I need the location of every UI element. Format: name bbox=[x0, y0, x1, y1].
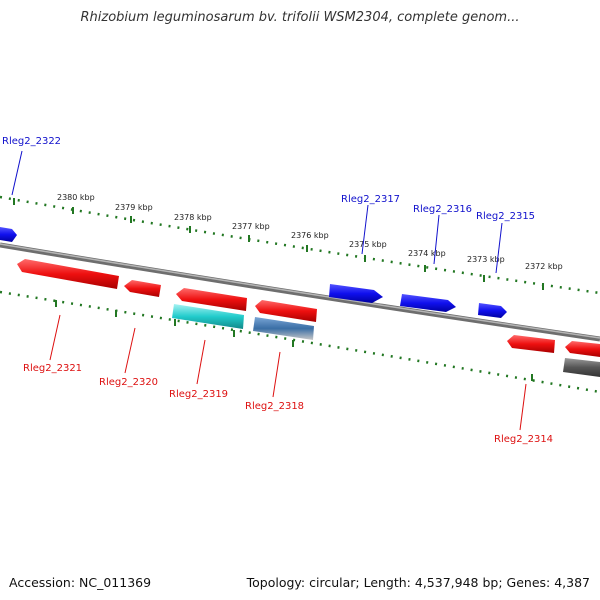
scale-label: 2373 kbp bbox=[467, 255, 505, 264]
genome-backbone bbox=[0, 242, 600, 342]
leader-line bbox=[433, 214, 440, 265]
gene-label[interactable]: Rleg2_2318 bbox=[245, 401, 304, 412]
scale-label: 2380 kbp bbox=[57, 193, 95, 202]
gene-label[interactable]: Rleg2_2317 bbox=[341, 194, 400, 205]
genome-summary-text: Topology: circular; Length: 4,537,948 bp… bbox=[246, 575, 590, 590]
scale-label: 2374 kbp bbox=[408, 249, 446, 258]
accession-text: Accession: NC_011369 bbox=[9, 575, 152, 590]
scale-label: 2379 kbp bbox=[115, 203, 153, 212]
gene-pseudo[interactable] bbox=[563, 358, 600, 377]
gene-forward[interactable] bbox=[478, 303, 507, 318]
genome-backbone-highlight bbox=[0, 243, 600, 339]
gene-reverse[interactable] bbox=[255, 300, 317, 322]
leader-line bbox=[361, 204, 369, 255]
outer-tick-ring bbox=[0, 195, 600, 295]
gene-forward[interactable] bbox=[329, 284, 383, 303]
gene-label[interactable]: Rleg2_2314 bbox=[494, 434, 553, 445]
leader-line bbox=[11, 150, 23, 196]
scale-label: 2376 kbp bbox=[291, 231, 329, 240]
map-title: Rhizobium leguminosarum bv. trifolii WSM… bbox=[80, 10, 520, 25]
leader-line bbox=[495, 222, 503, 274]
leader-line bbox=[49, 314, 61, 361]
leader-line bbox=[124, 327, 136, 374]
gene-label[interactable]: Rleg2_2316 bbox=[413, 204, 472, 215]
scale-label: 2378 kbp bbox=[174, 213, 212, 222]
scale-label: 2375 kbp bbox=[349, 240, 387, 249]
gene-reverse[interactable] bbox=[565, 341, 600, 357]
gene-reverse[interactable] bbox=[507, 335, 555, 353]
gene-reverse[interactable] bbox=[124, 280, 161, 297]
leader-line bbox=[196, 339, 206, 385]
inner-tick-ring bbox=[0, 290, 600, 394]
gene-feature[interactable] bbox=[253, 317, 314, 340]
gene-label[interactable]: Rleg2_2315 bbox=[476, 211, 535, 222]
gene-forward[interactable] bbox=[0, 227, 17, 242]
gene-forward[interactable] bbox=[400, 294, 456, 312]
gene-reverse[interactable] bbox=[17, 259, 119, 289]
gene-rna[interactable] bbox=[172, 304, 244, 329]
leader-line bbox=[272, 351, 281, 398]
gene-label[interactable]: Rleg2_2322 bbox=[2, 136, 61, 147]
gene-label[interactable]: Rleg2_2321 bbox=[23, 363, 82, 374]
scale-label: 2372 kbp bbox=[525, 262, 563, 271]
gene-label[interactable]: Rleg2_2320 bbox=[99, 377, 158, 388]
scale-label: 2377 kbp bbox=[232, 222, 270, 231]
leader-line bbox=[519, 383, 527, 431]
gene-reverse[interactable] bbox=[176, 288, 247, 311]
gene-label[interactable]: Rleg2_2319 bbox=[169, 389, 228, 400]
